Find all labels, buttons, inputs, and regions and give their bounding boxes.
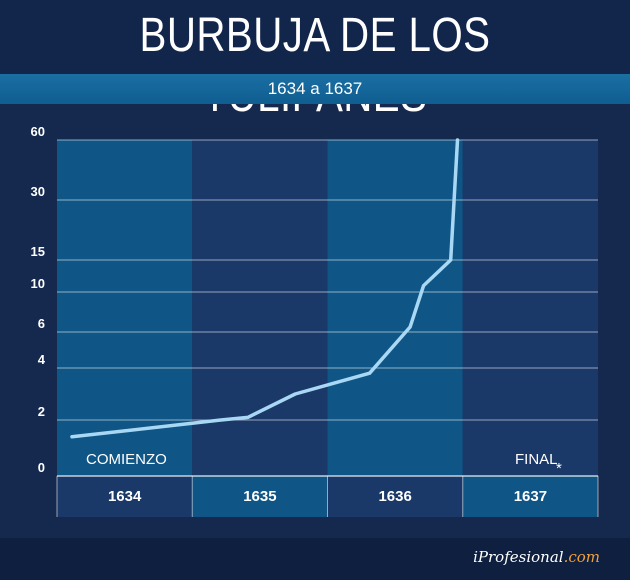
- y-tick-label: 15: [31, 244, 45, 259]
- y-tick-label: 0: [38, 460, 45, 475]
- category-cell-1635: [192, 476, 328, 517]
- brand-logo: iProfesional.com: [473, 548, 600, 566]
- category-cell-1637: [462, 476, 598, 517]
- year-band-1636: [327, 140, 463, 476]
- brand-prefix: i: [473, 548, 478, 566]
- y-tick-label: 6: [38, 316, 45, 331]
- brand-main: Profesional: [477, 548, 564, 566]
- y-tick-label: 10: [31, 276, 45, 291]
- x-axis-categories: 1634 1635 1636 1637: [108, 488, 547, 505]
- footer-bar: [0, 538, 630, 580]
- year-band-1637: [462, 140, 598, 476]
- y-tick-label: 60: [31, 124, 45, 139]
- category-cell-1636: [327, 476, 463, 517]
- x-category-label: 1634: [108, 488, 142, 505]
- subtitle-bar: 1634 a 1637: [0, 74, 630, 104]
- y-tick-label: 30: [31, 184, 45, 199]
- annotation-end: FINAL: [515, 451, 558, 468]
- y-tick-label: 2: [38, 404, 45, 419]
- y-axis-labels: 0 2 4 6 10 15 30 60: [31, 124, 46, 475]
- chart-subtitle: 1634 a 1637: [267, 79, 363, 98]
- annotation-end-mark: *: [556, 460, 562, 477]
- year-band-1635: [192, 140, 328, 476]
- x-category-label: 1637: [514, 488, 547, 505]
- annotation-start: COMIENZO: [86, 451, 167, 468]
- x-category-label: 1635: [243, 488, 276, 505]
- brand-suffix: .com: [563, 548, 600, 566]
- title-bar: BURBUJA DE LOS TULIPANES: [0, 0, 630, 122]
- tulip-bubble-chart: 0 2 4 6 10 15 30 60 1634 1635 1636 1637 COMIENZO F…: [31, 124, 599, 517]
- gridlines: [56, 139, 599, 517]
- x-category-label: 1636: [378, 488, 411, 505]
- y-tick-label: 4: [38, 352, 46, 367]
- price-line: [70, 138, 460, 439]
- category-cell-1634: [57, 476, 193, 517]
